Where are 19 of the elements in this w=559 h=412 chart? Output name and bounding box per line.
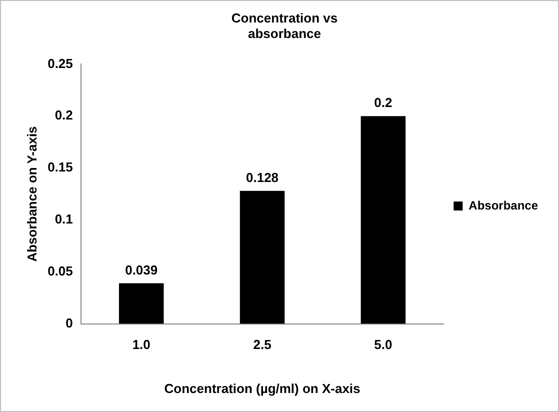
legend-label: Absorbance (468, 198, 538, 212)
data-label: 0.039 (125, 262, 158, 278)
bar (360, 116, 406, 324)
data-label: 0.128 (246, 170, 279, 185)
y-tick-label: 0.15 (48, 160, 73, 175)
x-tick-label: 2.5 (253, 337, 272, 352)
x-tick-label: 5.0 (374, 337, 392, 352)
y-tick-label: 0 (66, 315, 73, 330)
y-tick-label: 0.2 (54, 108, 73, 123)
x-tick-label: 1.0 (132, 337, 150, 352)
y-tick-label: 0.05 (48, 263, 73, 278)
bar (240, 190, 285, 324)
bar (118, 283, 164, 324)
x-axis-title: Concentration (µg/ml) on X-axis (164, 380, 360, 396)
chart-title: Concentration vs absorbance (231, 10, 338, 41)
y-tick-label: 0.25 (48, 56, 73, 71)
data-label: 0.2 (374, 95, 392, 110)
y-axis-title: Absorbance on Y-axis (24, 126, 40, 262)
y-tick-label: 0.1 (54, 212, 73, 227)
